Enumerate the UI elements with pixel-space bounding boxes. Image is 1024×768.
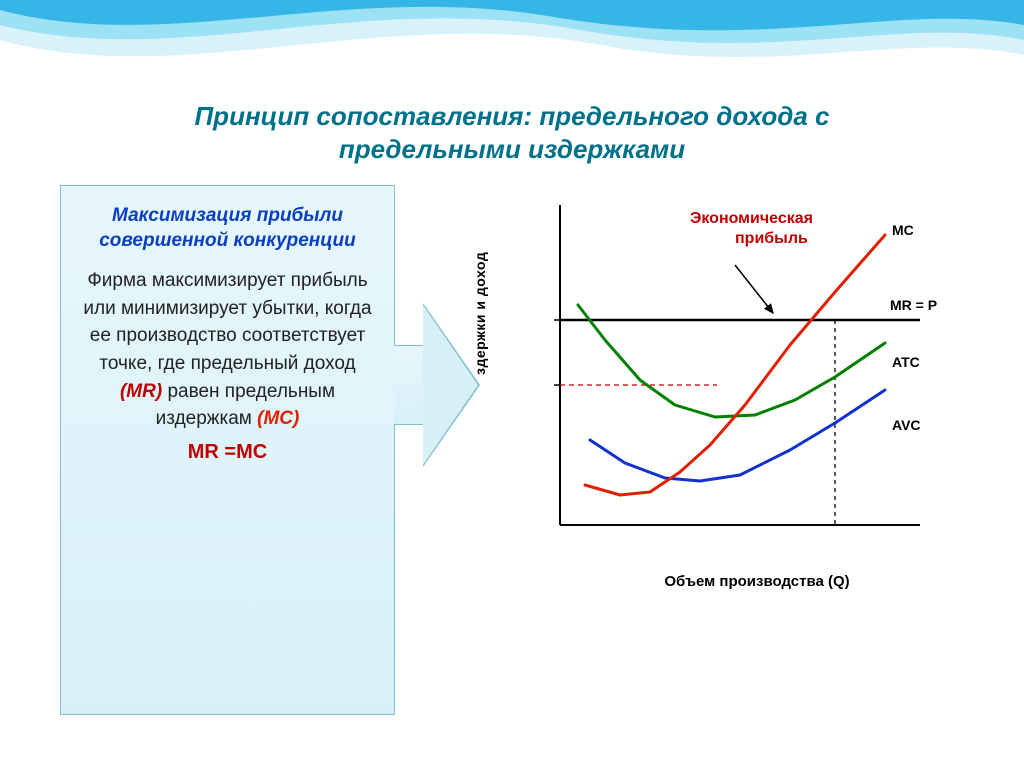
page-title: Принцип сопоставления: предельного доход… (60, 100, 964, 165)
svg-text:прибыль: прибыль (735, 230, 808, 247)
callout-heading: Максимизация прибыли совершенной конкуре… (81, 204, 374, 253)
body-mid: равен предельным издержкам (156, 381, 335, 430)
svg-text:AVC: AVC (892, 417, 921, 433)
chart-svg: MR = P AVC ATC MC Экономическая прибыль (490, 185, 960, 565)
cost-revenue-chart: здержки и доход MR = PAVCATCMCЭкономичес… (480, 185, 964, 590)
svg-text:MR = P: MR = P (890, 297, 937, 313)
callout-body: Фирма максимизирует прибыль или минимизи… (81, 267, 374, 432)
svg-text:ATC: ATC (892, 354, 920, 370)
title-line-2: предельными издержками (339, 134, 685, 164)
y-axis-label: здержки и доход (472, 252, 488, 375)
x-axis-label: Объем производства (Q) (490, 573, 964, 590)
mr-abbrev: (MR) (120, 381, 162, 402)
equation: MR =MC (81, 441, 374, 464)
body-pre: Фирма максимизирует прибыль или минимизи… (83, 270, 371, 374)
svg-text:Экономическая: Экономическая (690, 210, 813, 227)
title-line-1: Принцип сопоставления: предельного доход… (194, 101, 829, 131)
svg-text:MC: MC (892, 222, 914, 238)
side-callout-arrow: Максимизация прибыли совершенной конкуре… (60, 185, 480, 715)
mc-abbrev: (MC) (257, 408, 299, 429)
